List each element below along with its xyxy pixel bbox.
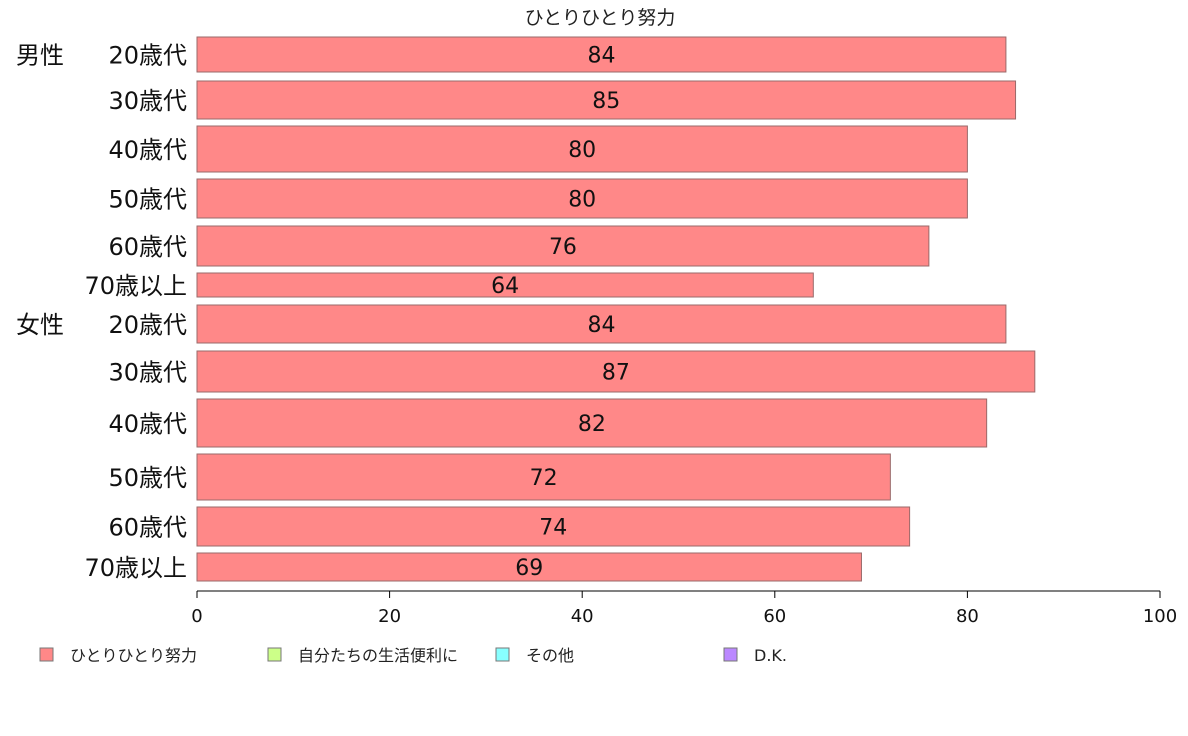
- category-group-label: 女性: [16, 311, 64, 339]
- category-label: 40歳代: [108, 410, 187, 438]
- legend-label: ひとりひとり努力: [70, 646, 197, 665]
- bar: [196, 36, 1007, 73]
- bar: [196, 272, 814, 298]
- x-tick-label: 0: [191, 606, 202, 627]
- category-label: 70歳以上: [84, 554, 187, 582]
- bar-value-label: 76: [549, 235, 577, 260]
- category-label: 40歳代: [108, 136, 187, 164]
- legend: ひとりひとり努力 自分たちの生活便利に その他 D.K.: [39, 646, 787, 665]
- bar: [196, 398, 988, 448]
- bar-value-label: 82: [578, 412, 606, 437]
- legend-label: D.K.: [754, 646, 787, 665]
- legend-swatch: [39, 647, 54, 662]
- x-tick-label: 80: [956, 606, 979, 627]
- bar: [196, 350, 1036, 393]
- category-group-label: 男性: [16, 42, 64, 70]
- bar-value-label: 87: [602, 361, 630, 386]
- bar: [196, 552, 862, 582]
- bar: [196, 453, 891, 501]
- category-label: 30歳代: [108, 359, 187, 387]
- bar-value-label: 85: [592, 89, 620, 114]
- bar: [196, 225, 930, 267]
- bar-value-label: 64: [491, 274, 519, 299]
- bar: [196, 80, 1017, 120]
- category-label: 60歳代: [108, 514, 187, 542]
- legend-label: その他: [526, 646, 574, 665]
- bar-value-label: 72: [530, 466, 558, 491]
- category-labels: 20歳代男性30歳代40歳代50歳代60歳代70歳以上20歳代女性30歳代40歳…: [16, 42, 187, 583]
- category-label: 30歳代: [108, 87, 187, 115]
- x-tick-label: 20: [378, 606, 401, 627]
- bar-value-label: 80: [568, 188, 596, 213]
- legend-swatch: [723, 647, 738, 662]
- bars-group: 84 85 80 80 76 64 84 87 82 72 74 69: [196, 36, 1036, 582]
- x-axis: 0 20 40 60 80 100: [191, 590, 1177, 627]
- chart-title: ひとりひとり努力: [525, 7, 676, 29]
- category-label: 20歳代: [108, 311, 187, 339]
- category-label: 20歳代: [108, 42, 187, 70]
- category-label: 60歳代: [108, 233, 187, 261]
- category-label: 70歳以上: [84, 272, 187, 300]
- legend-swatch: [267, 647, 282, 662]
- bar: [196, 304, 1007, 344]
- x-tick-label: 100: [1143, 606, 1177, 627]
- bar: [196, 125, 968, 173]
- category-label: 50歳代: [108, 464, 187, 492]
- x-tick-label: 40: [571, 606, 594, 627]
- category-label: 50歳代: [108, 186, 187, 214]
- bar: [196, 178, 968, 219]
- bar: [196, 506, 911, 547]
- x-tick-label: 60: [763, 606, 786, 627]
- bar-value-label: 69: [515, 556, 543, 581]
- bar-value-label: 80: [568, 138, 596, 163]
- legend-label: 自分たちの生活便利に: [298, 646, 458, 665]
- bar-value-label: 84: [587, 313, 615, 338]
- legend-swatch: [495, 647, 510, 662]
- bar-value-label: 74: [539, 516, 567, 541]
- bar-value-label: 84: [587, 44, 615, 69]
